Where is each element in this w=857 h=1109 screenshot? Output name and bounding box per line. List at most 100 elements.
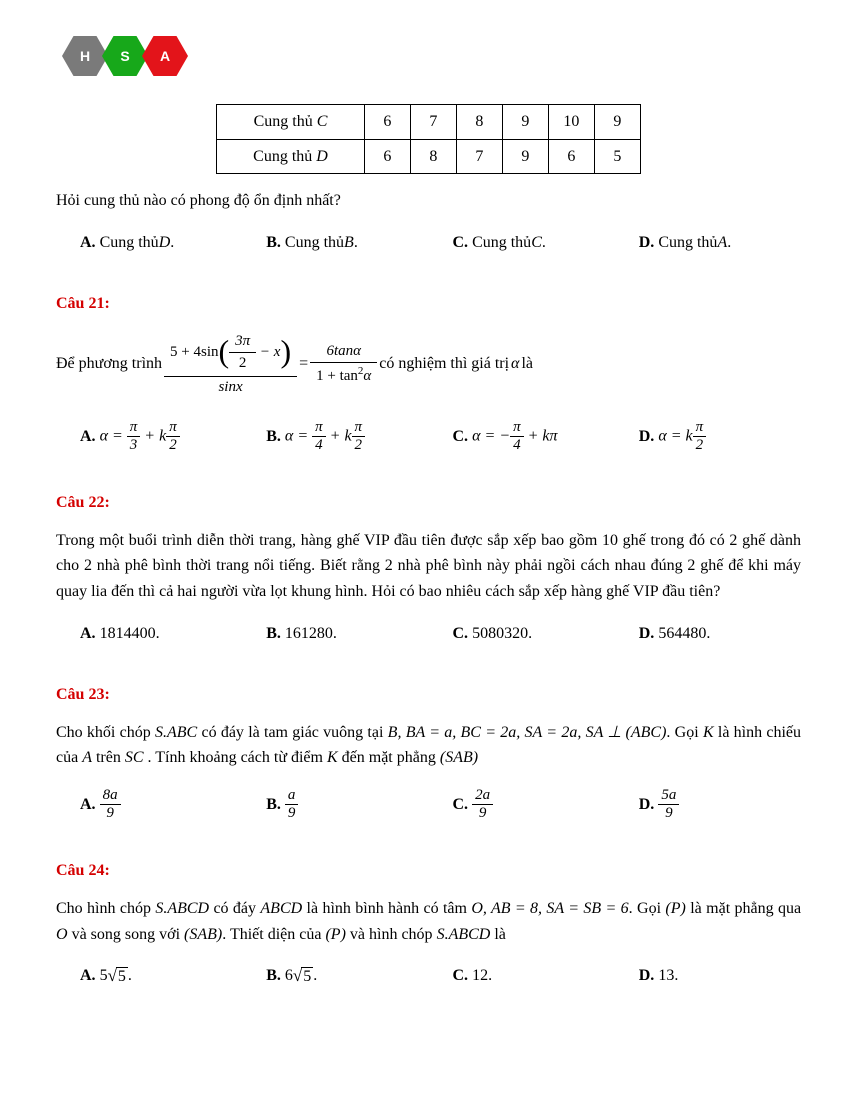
n: 3π [229,331,256,353]
logo-hex-s: S [102,36,148,76]
cell: 5 [594,139,640,174]
t: Cho khối chóp [56,724,155,741]
t: + kπ [524,427,558,444]
ans-var: A [717,230,727,256]
answer-a: A. α = π3 + kπ2 [56,413,242,461]
ans-label: B. [266,963,281,989]
arg: 5 [301,967,313,986]
answer-a: A.5√5 . [56,957,242,995]
label-var: C [317,113,328,130]
arg: 5 [116,967,128,986]
ans-text: Cung thủ [285,230,344,256]
eq: α = kπ2 [658,419,706,455]
answer-b: B.a9 [242,781,428,829]
cell: 6 [364,105,410,140]
ans-label: B. [266,424,281,450]
rhs-den: 1 + tan2α [310,363,377,387]
label-var: D [316,148,328,165]
t: + k [140,427,166,444]
coef: 6 [285,963,293,989]
ans-var: B [344,230,354,256]
f: 8a9 [100,787,121,823]
answer-b: B.Cung thủ B . [242,224,428,262]
t: trên [92,749,125,766]
f: 5a9 [658,787,679,823]
ans-text: Cung thủ [100,230,159,256]
ans-label: C. [453,424,469,450]
txt: − x [256,344,280,360]
intro-answers: A.Cung thủ D . B.Cung thủ B . C.Cung thủ… [56,224,801,262]
ans-label: C. [453,621,469,647]
q21-answers: A. α = π3 + kπ2 B. α = π4 + kπ2 C. α = −… [56,413,801,461]
t: S.ABCD [155,900,209,917]
t: α = [285,427,312,444]
ans-label: B. [266,792,281,818]
t: (SAB) [184,926,222,943]
suffix: . [313,963,317,989]
cell: 8 [456,105,502,140]
t: . Tính khoảng cách từ điểm [144,749,327,766]
q22-body: Trong một buổi trình diễn thời trang, hà… [56,528,801,605]
txt: sinx [218,379,242,395]
answer-c: C.2a9 [429,781,615,829]
t: . Gọi [629,900,666,917]
d: 2 [352,437,366,454]
f: a9 [285,787,299,823]
q23-title: Câu 23: [56,682,801,708]
answer-d: D.564480. [615,615,801,653]
eq: α = π3 + kπ2 [100,419,180,455]
inner-frac: 3π2 [229,331,256,375]
suffix: . [128,963,132,989]
sqrt: √5 [293,967,313,986]
q24-answers: A.5√5 . B.6√5 . C.12. D.13. [56,957,801,995]
ans-val: 564480. [658,621,710,647]
lhs-num: 5 + 4sin(3π2 − x) [164,329,297,378]
txt: 1 + tan [316,368,358,384]
ans-label: A. [80,621,96,647]
ans-label: D. [639,424,655,450]
val: 12. [472,963,492,989]
t: SC [125,749,144,766]
logo-letter: S [120,45,129,67]
n: π [166,419,180,437]
logo-hex-h: H [62,36,108,76]
answer-a: A.Cung thủ D . [56,224,242,262]
q21-title: Câu 21: [56,291,801,317]
t: K [703,724,714,741]
t: K [327,749,338,766]
t: ABCD [260,900,302,917]
n: π [352,419,366,437]
ans-val: 1814400. [100,621,160,647]
answer-c: C.5080320. [429,615,615,653]
t: có đáy là tam giác vuông tại [197,724,387,741]
q24-body: Cho hình chóp S.ABCD có đáy ABCD là hình… [56,896,801,947]
q21-lead: Để phương trình [56,351,162,377]
ans-label: D. [639,621,655,647]
archer-table: Cung thủ C 6 7 8 9 10 9 Cung thủ D 6 8 7… [216,104,641,174]
var: α [511,351,519,377]
answer-d: D.Cung thủ A . [615,224,801,262]
answer-c: C.Cung thủ C . [429,224,615,262]
t: . Gọi [666,724,703,741]
ans-var: D [159,230,171,256]
q24-title: Câu 24: [56,858,801,884]
ans-label: C. [453,963,469,989]
cell: 9 [502,139,548,174]
f: 2a9 [472,787,493,823]
t: A [82,749,92,766]
t: có đáy [209,900,260,917]
ans-label: D. [639,230,655,256]
t: đến mặt phẳng [338,749,440,766]
d: 9 [100,805,121,822]
ans-label: B. [266,230,281,256]
logo-row: H S A [62,36,801,76]
t: là hình bình hành có tâm [302,900,471,917]
q21-lhs: 5 + 4sin(3π2 − x) sinx [164,329,297,399]
ans-suffix: . [542,230,546,256]
n: 5a [658,787,679,805]
ans-suffix: . [354,230,358,256]
cell: 10 [548,105,594,140]
t: α = [100,427,127,444]
equals: = [299,351,308,377]
ans-label: B. [266,621,281,647]
